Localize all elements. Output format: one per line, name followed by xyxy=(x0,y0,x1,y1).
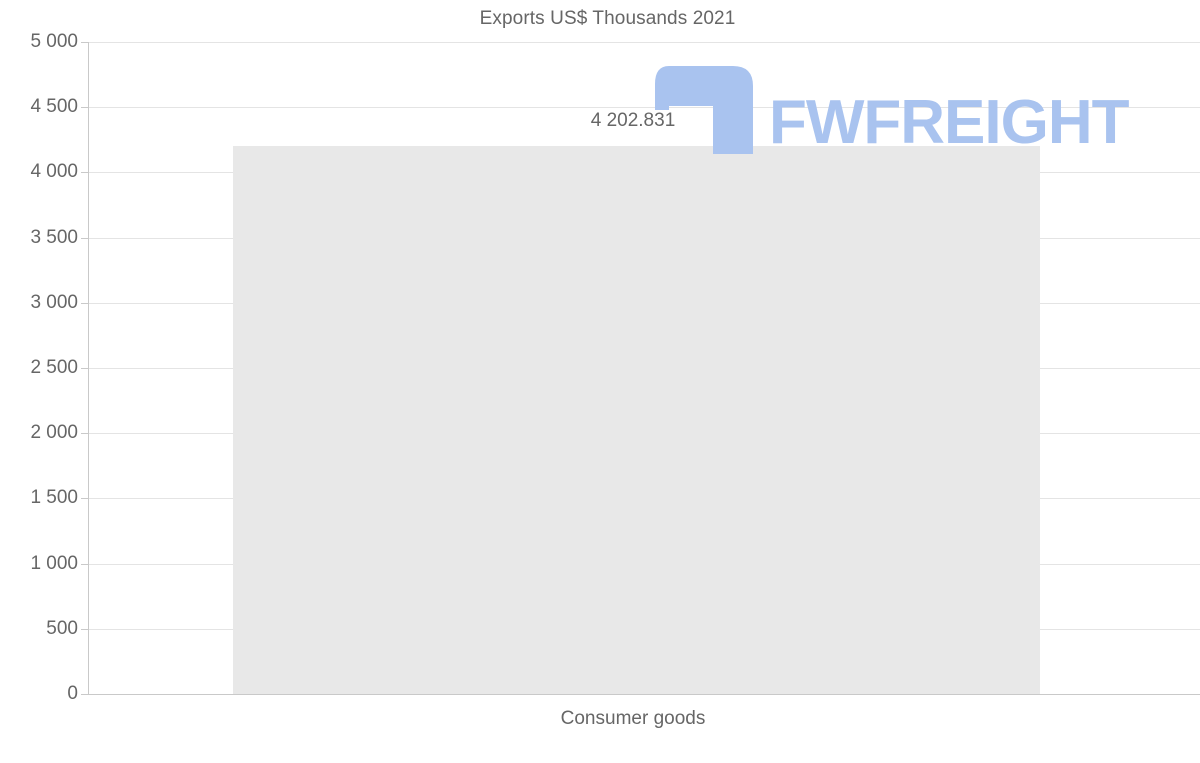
y-axis-tick-mark xyxy=(81,433,88,435)
y-axis-tick-mark xyxy=(81,172,88,174)
gridline xyxy=(88,107,1200,109)
plot-area xyxy=(88,42,1200,695)
y-axis-tick-label: 4 500 xyxy=(30,96,78,118)
y-axis-tick-mark xyxy=(81,694,88,695)
x-axis-category-label: Consumer goods xyxy=(560,708,706,729)
y-axis-tick-mark xyxy=(81,563,88,565)
y-axis-tick-mark xyxy=(81,42,88,43)
y-axis-tick-label: 3 000 xyxy=(30,291,78,313)
gridline xyxy=(88,42,1200,43)
y-axis-tick-mark xyxy=(81,107,88,109)
y-axis-tick-mark xyxy=(81,302,88,304)
bar-value-label: 4 202.831 xyxy=(590,109,676,131)
y-axis-tick-label: 5 000 xyxy=(30,31,78,52)
y-axis-tick-label: 4 000 xyxy=(30,161,78,183)
y-axis-tick-label: 3 500 xyxy=(30,226,78,248)
y-axis-line xyxy=(88,42,89,695)
y-axis-tick-mark xyxy=(81,498,88,500)
gridline xyxy=(88,694,1200,695)
y-axis-tick-label: 2 500 xyxy=(30,357,78,378)
y-axis-tick-mark xyxy=(81,628,88,630)
bar[interactable] xyxy=(232,145,1040,694)
y-axis-tick-mark xyxy=(81,368,88,369)
y-axis-tick-label: 500 xyxy=(46,617,78,639)
y-axis-tick-label: 0 xyxy=(67,683,78,704)
y-axis-tick-mark xyxy=(81,237,88,239)
y-axis-tick-label: 2 000 xyxy=(30,422,78,444)
y-axis-tick-label: 1 500 xyxy=(30,487,78,509)
chart-title: Exports US$ Thousands 2021 xyxy=(479,8,736,29)
y-axis-tick-label: 1 000 xyxy=(30,552,78,574)
